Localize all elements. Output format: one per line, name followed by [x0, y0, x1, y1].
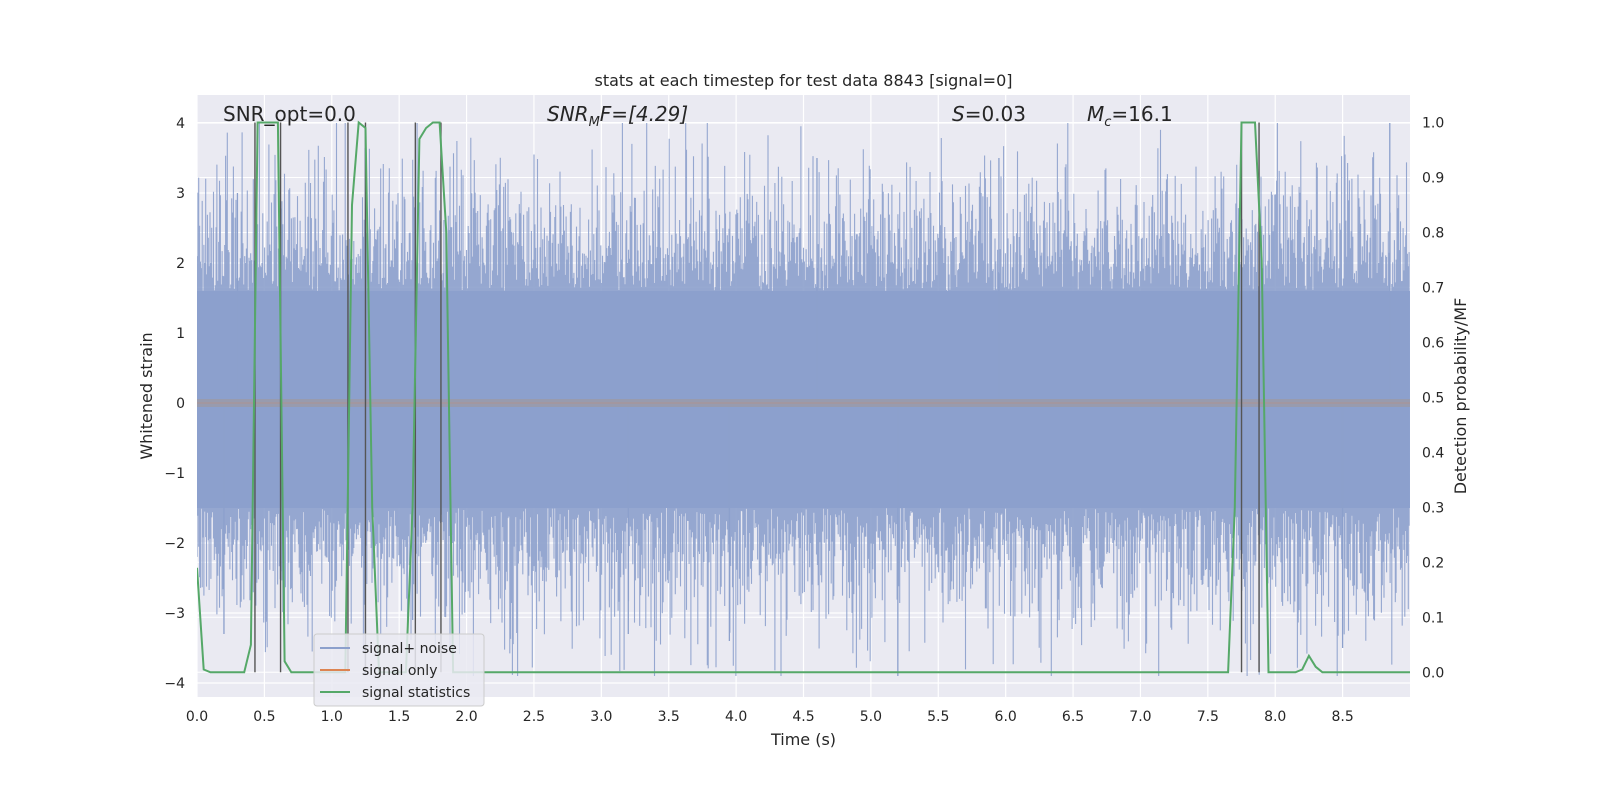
x-tick-label: 7.0: [1129, 709, 1151, 725]
annotation-s: S=0.03: [952, 102, 1026, 126]
y-axis-right-label: Detection probability/MF: [1451, 298, 1470, 495]
x-tick-label: 1.5: [388, 709, 410, 725]
y-right-tick-label: 0.6: [1422, 335, 1444, 351]
x-tick-label: 5.0: [860, 709, 882, 725]
y-tick-label: −1: [164, 466, 185, 482]
y-right-tick-label: 0.7: [1422, 280, 1444, 296]
y-tick-label: 0: [176, 396, 185, 412]
legend-label-signal-only: signal only: [362, 663, 437, 679]
x-tick-label: 5.5: [927, 709, 949, 725]
legend-label-signal-statistics: signal statistics: [362, 685, 470, 701]
legend: signal+ noise signal only signal statist…: [313, 633, 485, 707]
chart-title: stats at each timestep for test data 884…: [594, 71, 1012, 90]
x-tick-label: 0.0: [186, 709, 208, 725]
x-tick-label: 3.5: [658, 709, 680, 725]
x-tick-label: 4.0: [725, 709, 747, 725]
annotation-snr-mf: SNRMF=[4.29]: [547, 102, 688, 130]
y-axis-right: 0.0 0.1 0.2 0.3 0.4 0.5 0.6 0.7 0.8 0.9 1.0: [1422, 115, 1444, 681]
annotation-mc-tail: =16.1: [1111, 102, 1172, 126]
x-tick-label: 2.0: [455, 709, 477, 725]
y-axis-left: −4 −3 −2 −1 0 1 2 3 4: [164, 116, 185, 692]
y-right-tick-label: 1.0: [1422, 115, 1444, 131]
noise-trace: [197, 123, 1410, 676]
y-tick-label: 1: [176, 326, 185, 342]
x-tick-label: 8.0: [1264, 709, 1286, 725]
y-right-tick-label: 0.5: [1422, 390, 1444, 406]
y-right-tick-label: 0.8: [1422, 225, 1444, 241]
y-tick-label: −3: [164, 606, 185, 622]
y-right-tick-label: 0.9: [1422, 170, 1444, 186]
annotation-mc-main: M: [1087, 102, 1104, 126]
x-tick-label: 1.0: [321, 709, 343, 725]
annotation-s-tail: =0.03: [965, 102, 1026, 126]
y-right-tick-label: 0.4: [1422, 445, 1444, 461]
x-tick-label: 0.5: [253, 709, 275, 725]
annotation-snr-mf-main: SNR: [547, 102, 589, 126]
y-right-tick-label: 0.1: [1422, 610, 1444, 626]
x-axis: 0.0 0.5 1.0 1.5 2.0 2.5 3.0 3.5 4.0 4.5 5.0 5.5 6.0 6…: [186, 709, 1354, 725]
y-right-tick-label: 0.0: [1422, 665, 1444, 681]
y-right-tick-label: 0.3: [1422, 500, 1444, 516]
x-axis-label: Time (s): [770, 730, 836, 749]
y-tick-label: 3: [176, 186, 185, 202]
y-right-tick-label: 0.2: [1422, 555, 1444, 571]
legend-label-signal-noise: signal+ noise: [362, 641, 457, 657]
x-tick-label: 6.0: [995, 709, 1017, 725]
y-axis-label: Whitened strain: [137, 332, 156, 459]
x-tick-label: 7.5: [1197, 709, 1219, 725]
annotation-snr-opt: SNR_opt=0.0: [223, 102, 356, 126]
annotation-mc: Mc=16.1: [1087, 102, 1173, 130]
y-tick-label: 2: [176, 256, 185, 272]
annotation-snr-mf-tail: F=[4.29]: [600, 102, 688, 126]
annotation-mc-sub: c: [1104, 115, 1111, 130]
y-tick-label: −2: [164, 536, 185, 552]
x-tick-label: 4.5: [792, 709, 814, 725]
legend-box: [313, 633, 485, 707]
y-tick-label: −4: [164, 676, 185, 692]
x-tick-label: 6.5: [1062, 709, 1084, 725]
annotation-snr-mf-sub: M: [589, 115, 600, 130]
x-tick-label: 3.0: [590, 709, 612, 725]
annotation-s-main: S: [952, 102, 965, 126]
x-tick-label: 8.5: [1331, 709, 1353, 725]
y-tick-label: 4: [176, 116, 185, 132]
x-tick-label: 2.5: [523, 709, 545, 725]
